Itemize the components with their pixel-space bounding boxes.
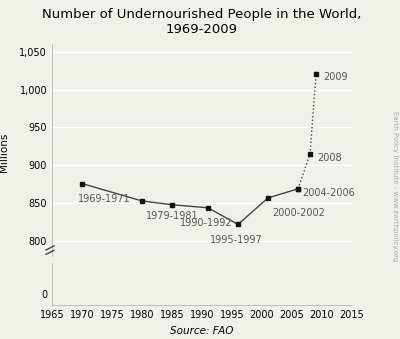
- Text: 2004-2006: 2004-2006: [302, 188, 355, 198]
- Text: 2008: 2008: [317, 153, 342, 163]
- Text: 2009: 2009: [323, 72, 348, 82]
- Text: Millions: Millions: [0, 133, 9, 172]
- X-axis label: Source: FAO: Source: FAO: [170, 325, 234, 336]
- Text: 1969-1971: 1969-1971: [78, 194, 130, 204]
- Text: 1995-1997: 1995-1997: [210, 235, 263, 244]
- Text: Earth Policy Institute - www.earthpolicy.org: Earth Policy Institute - www.earthpolicy…: [392, 111, 398, 262]
- Title: Number of Undernourished People in the World,
1969-2009: Number of Undernourished People in the W…: [42, 8, 362, 36]
- Text: 1979-1981: 1979-1981: [146, 211, 199, 221]
- Text: 1990-1992: 1990-1992: [180, 218, 233, 228]
- Text: 2000-2002: 2000-2002: [272, 208, 325, 218]
